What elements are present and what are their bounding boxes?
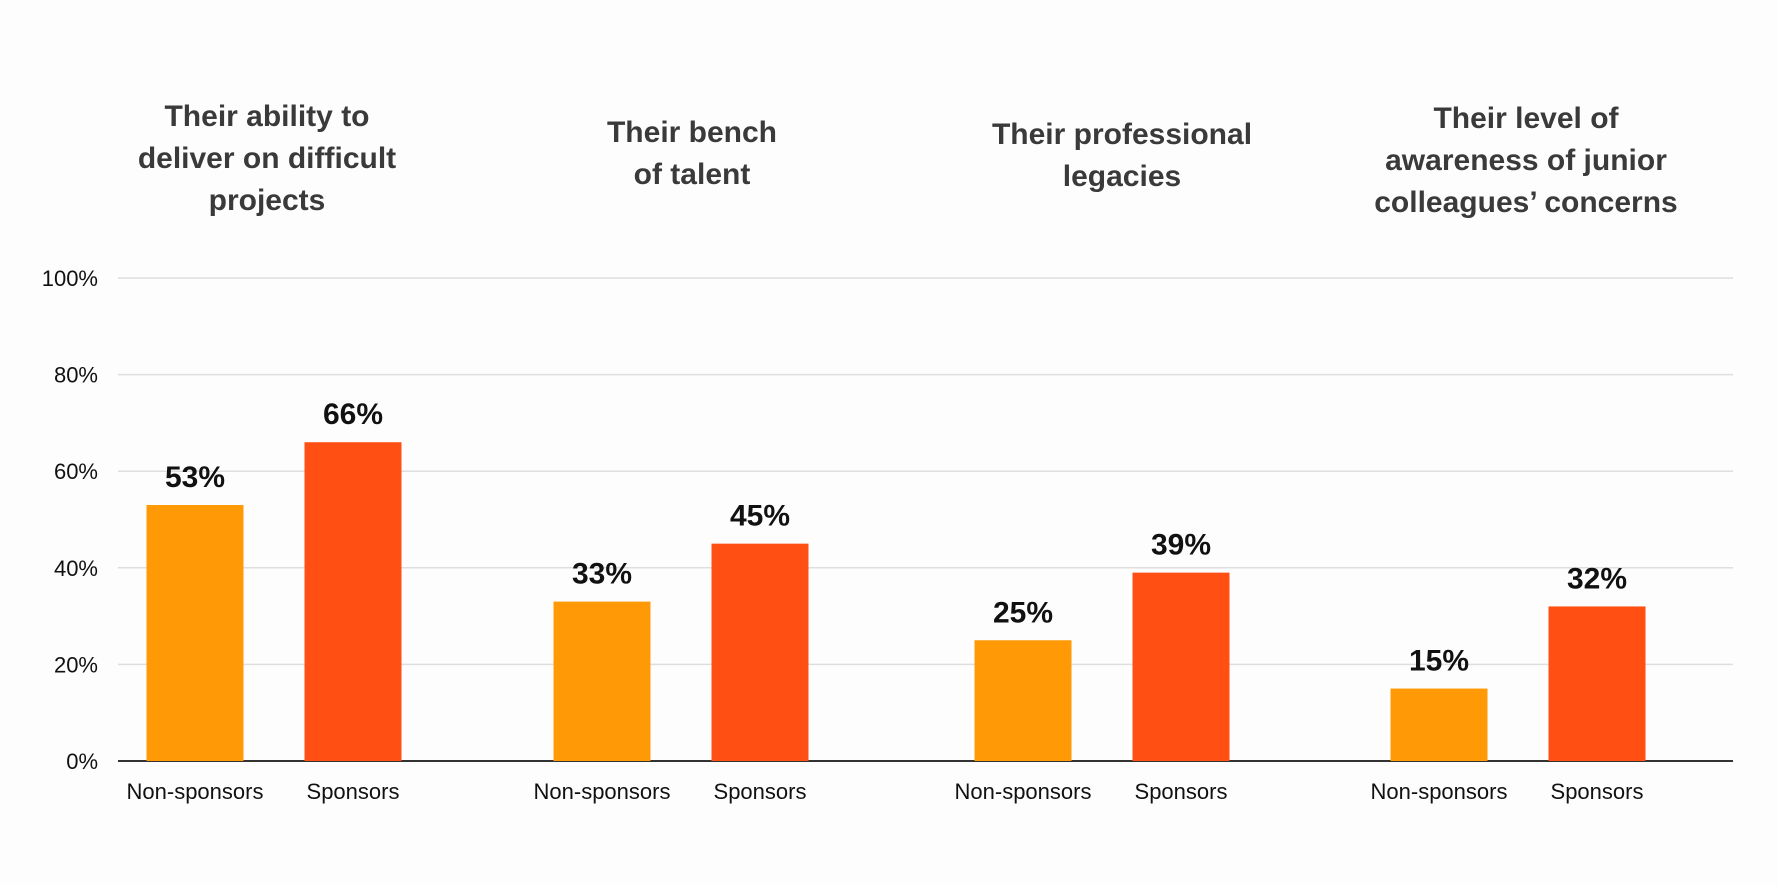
group-title-bench: Their bench of talent xyxy=(606,116,778,191)
bar-sponsors xyxy=(711,543,809,761)
data-label: 25% xyxy=(993,596,1053,629)
bar-sponsors xyxy=(304,442,402,761)
bar-sponsors xyxy=(1548,606,1646,761)
y-tick-label: 0% xyxy=(66,749,98,774)
group-title-ability: Their ability to deliver on difficult pr… xyxy=(137,100,397,217)
y-tick-label: 80% xyxy=(54,363,98,388)
y-tick-label: 20% xyxy=(54,652,98,677)
data-label: 53% xyxy=(165,461,225,494)
data-label: 45% xyxy=(730,500,790,533)
bar-non-sponsors xyxy=(974,640,1072,761)
x-tick-label: Non-sponsors xyxy=(1371,779,1508,804)
x-tick-label: Sponsors xyxy=(1135,779,1228,804)
data-label: 15% xyxy=(1409,645,1469,678)
x-tick-label: Sponsors xyxy=(1551,779,1644,804)
bar-sponsors xyxy=(1132,572,1230,761)
x-tick-label: Sponsors xyxy=(714,779,807,804)
data-label: 33% xyxy=(572,558,632,591)
y-tick-label: 60% xyxy=(54,459,98,484)
group-title-legacies: Their professional legacies xyxy=(991,118,1253,193)
x-tick-label: Non-sponsors xyxy=(955,779,1092,804)
bar-non-sponsors xyxy=(146,505,244,761)
y-tick-label: 40% xyxy=(54,556,98,581)
data-label: 66% xyxy=(323,398,383,431)
group-title-awareness: Their level of awareness of junior colle… xyxy=(1374,102,1678,219)
bar-non-sponsors xyxy=(553,601,651,761)
x-tick-label: Non-sponsors xyxy=(127,779,264,804)
data-label: 32% xyxy=(1567,562,1627,595)
x-tick-label: Sponsors xyxy=(307,779,400,804)
bar-non-sponsors xyxy=(1390,688,1488,761)
x-tick-label: Non-sponsors xyxy=(534,779,671,804)
data-label: 39% xyxy=(1151,529,1211,562)
y-tick-label: 100% xyxy=(42,266,98,291)
